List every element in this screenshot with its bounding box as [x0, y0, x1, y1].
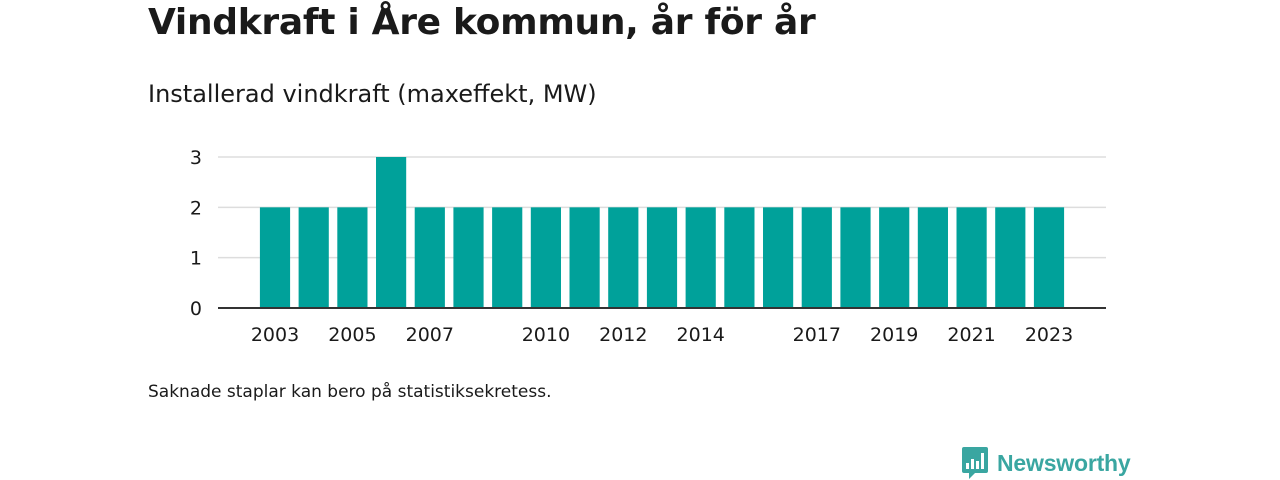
footnote: Saknade staplar kan bero på statistiksek…: [148, 382, 552, 402]
bar-2015: [724, 207, 755, 308]
bar-2014: [685, 207, 716, 308]
bar-2003: [259, 207, 291, 308]
bar-2012: [608, 207, 639, 308]
bar-2008: [453, 207, 484, 308]
y-tick-label: 3: [190, 147, 202, 169]
bar-2004: [298, 207, 329, 308]
x-tick-label: 2019: [870, 324, 918, 346]
y-tick-label: 1: [190, 248, 202, 270]
x-tick-label: 2014: [677, 324, 725, 346]
bar-2007: [414, 207, 445, 308]
x-tick-label: 2003: [251, 324, 299, 346]
x-tick-label: 2023: [1025, 324, 1073, 346]
y-axis-ticks: 0 1 2 3: [190, 147, 202, 320]
logo-text: Newsworthy: [997, 449, 1131, 476]
bar-2020: [917, 207, 948, 308]
x-axis-ticks: 2003 2005 2007 2010 2012 2014 2017 2019 2021 2023: [251, 324, 1073, 346]
bars: [259, 157, 1065, 308]
newsworthy-logo: Newsworthy: [961, 446, 1131, 480]
bar-2019: [879, 207, 910, 308]
x-tick-label: 2012: [599, 324, 647, 346]
bar-2016: [763, 207, 794, 308]
x-tick-label: 2010: [522, 324, 570, 346]
bar-2023: [1033, 207, 1065, 308]
bar-2018: [840, 207, 871, 308]
bar-2022: [995, 207, 1026, 308]
bar-2010: [530, 207, 561, 308]
bar-2013: [646, 207, 678, 308]
x-tick-label: 2005: [328, 324, 376, 346]
y-tick-label: 0: [190, 298, 202, 320]
x-tick-label: 2017: [793, 324, 841, 346]
bar-2011: [569, 207, 600, 308]
newsworthy-chart-icon: [962, 447, 988, 479]
bar-2005: [337, 207, 368, 308]
bar-2009: [492, 207, 523, 308]
x-tick-label: 2021: [947, 324, 995, 346]
bar-chart: 0 1 2 3 2003 2005 2007 2010 2012 2014 2017 2019 202…: [190, 147, 1106, 346]
chart-title: Vindkraft i Åre kommun, år för år: [148, 2, 816, 43]
x-tick-label: 2007: [406, 324, 454, 346]
bar-2017: [801, 207, 832, 308]
chart-subtitle: Installerad vindkraft (maxeffekt, MW): [148, 80, 597, 108]
bar-2021: [956, 207, 987, 308]
y-tick-label: 2: [190, 197, 202, 219]
bar-2006: [376, 157, 407, 308]
